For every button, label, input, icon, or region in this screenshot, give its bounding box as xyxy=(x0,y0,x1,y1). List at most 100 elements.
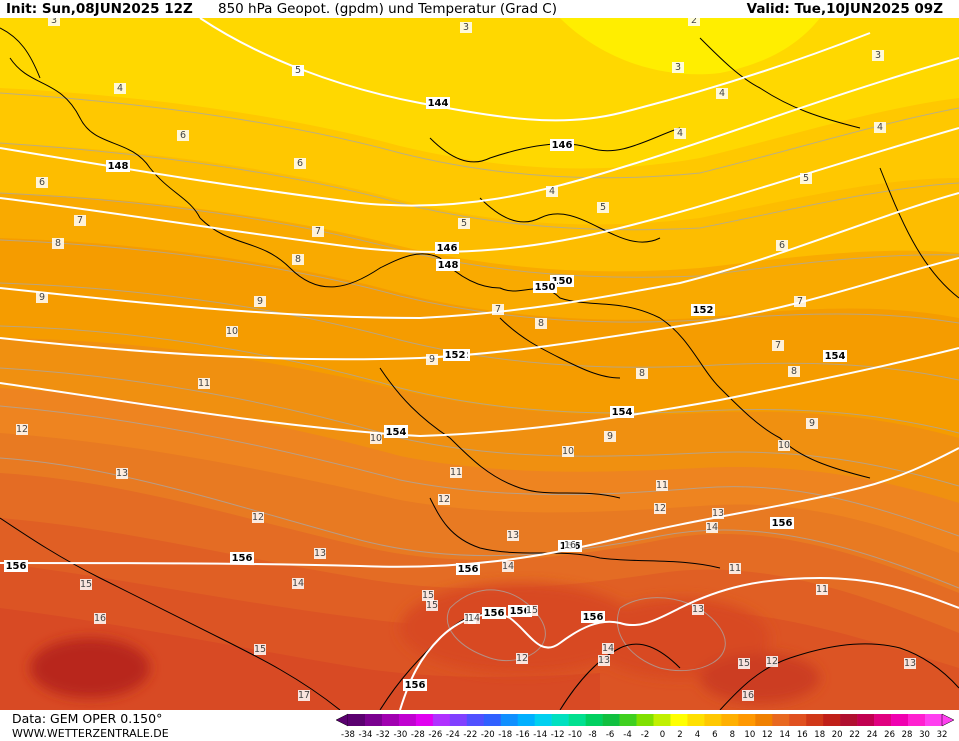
legend-swatch xyxy=(738,714,756,726)
legend-tick-label: -24 xyxy=(446,730,460,740)
legend-swatch xyxy=(483,714,502,726)
temperature-label: 6 xyxy=(779,240,785,251)
geopotential-label: 148 xyxy=(438,260,459,271)
temperature-label: 14 xyxy=(468,613,480,624)
temperature-label: 15 xyxy=(526,605,538,616)
header-bar: Init: Sun,08JUN2025 12Z 850 hPa Geopot. … xyxy=(0,0,959,18)
geopotential-label: 146 xyxy=(552,140,573,151)
legend-swatch xyxy=(415,714,434,726)
temperature-label: 11 xyxy=(450,467,462,478)
geopotential-label: 150 xyxy=(552,276,573,287)
legend-tick-label: 28 xyxy=(902,730,913,740)
legend-tick-label: 18 xyxy=(814,730,825,740)
temperature-label: 7 xyxy=(797,296,803,307)
temperature-label: 5 xyxy=(803,173,809,184)
temperature-label: 10 xyxy=(226,326,238,337)
geopotential-label: 156 xyxy=(484,608,505,619)
geopotential-label: 156 xyxy=(510,606,531,617)
legend-swatch xyxy=(636,714,654,726)
legend-tick-label: -2 xyxy=(641,730,649,740)
legend-swatch xyxy=(908,714,926,726)
temperature-label: 16 xyxy=(742,690,754,701)
footer-bar: Data: GEM OPER 0.150° WWW.WETTERZENTRALE… xyxy=(0,710,959,741)
legend-tick-label: 16 xyxy=(797,730,808,740)
temperature-label: 3 xyxy=(463,22,469,33)
legend-tick-label: 26 xyxy=(884,730,895,740)
legend-tick-label: -8 xyxy=(588,730,596,740)
temperature-label: 7 xyxy=(775,340,781,351)
temperature-label: 4 xyxy=(719,88,725,99)
legend-tick-label: -34 xyxy=(359,730,373,740)
geopotential-label: 154 xyxy=(825,351,846,362)
legend-swatch xyxy=(755,714,773,726)
legend-swatch xyxy=(619,714,637,726)
temperature-label: 7 xyxy=(315,226,321,237)
temperature-label: 12 xyxy=(252,512,264,523)
legend-tick-label: 32 xyxy=(937,730,948,740)
website-credit: WWW.WETTERZENTRALE.DE xyxy=(12,727,169,740)
temperature-label: 13 xyxy=(116,468,128,479)
temperature-label: 11 xyxy=(198,378,210,389)
legend-tick-label: -30 xyxy=(393,730,407,740)
legend-tick-label: 14 xyxy=(779,730,790,740)
temperature-label: 13 xyxy=(904,658,916,669)
init-time: Init: Sun,08JUN2025 12Z xyxy=(6,1,193,17)
legend-swatch xyxy=(704,714,722,726)
temperature-label: 15 xyxy=(422,590,434,601)
temperature-label: 10 xyxy=(562,446,574,457)
legend-swatch xyxy=(381,714,400,726)
legend-tick-label: -6 xyxy=(606,730,614,740)
temperature-label: 17 xyxy=(298,690,310,701)
legend-tick-label: -12 xyxy=(551,730,565,740)
temperature-label: 7 xyxy=(77,215,83,226)
legend-swatch xyxy=(653,714,671,726)
temperature-label: 15 xyxy=(254,644,266,655)
temperature-label: 6 xyxy=(180,130,186,141)
legend-swatch xyxy=(534,714,552,726)
temperature-label: 9 xyxy=(809,418,815,429)
temperature-label: 15 xyxy=(426,600,438,611)
legend-swatch xyxy=(364,714,383,726)
temperature-label: 13 xyxy=(314,548,326,559)
temperature-label: 15 xyxy=(738,658,750,669)
temperature-label: 11 xyxy=(816,584,828,595)
legend-tick-label: -18 xyxy=(498,730,512,740)
legend-swatch xyxy=(772,714,790,726)
legend-swatch xyxy=(449,714,468,726)
temperature-label: 8 xyxy=(538,318,544,329)
temperature-label: 9 xyxy=(607,431,613,442)
data-source: Data: GEM OPER 0.150° xyxy=(12,711,163,726)
temperature-label: 14 xyxy=(292,578,304,589)
temperature-label: 9 xyxy=(257,296,263,307)
legend-swatch xyxy=(348,714,366,726)
legend-arrow-right xyxy=(941,713,955,727)
geopotential-label: 152 xyxy=(693,305,714,316)
geopotential-label: 148 xyxy=(108,161,129,172)
legend-tick-label: 22 xyxy=(849,730,860,740)
legend-tick-label: 24 xyxy=(867,730,878,740)
temperature-label: 15 xyxy=(80,579,92,590)
temperature-label: 3 xyxy=(675,62,681,73)
temperature-label: 5 xyxy=(295,65,301,76)
legend-swatch xyxy=(874,714,892,726)
temperature-label: 11 xyxy=(656,480,668,491)
temperature-label: 8 xyxy=(791,366,797,377)
temperature-legend: -38 -34 -32 -30 -28 -26 -24 -22 -20 -18 -16 -14 -12-… xyxy=(335,713,955,740)
temperature-label: 6 xyxy=(39,177,45,188)
legend-swatch xyxy=(517,714,535,726)
legend-swatch xyxy=(585,714,603,726)
legend-swatch xyxy=(602,714,620,726)
temperature-label: 4 xyxy=(877,122,883,133)
legend-tick-label: -20 xyxy=(481,730,495,740)
legend-tick-label: 30 xyxy=(919,730,930,740)
legend-tick-label: -4 xyxy=(623,730,631,740)
legend-tick-label: -26 xyxy=(428,730,442,740)
temperature-label: 4 xyxy=(677,128,683,139)
legend-arrow-left xyxy=(335,713,349,727)
geopotential-labels: 1441461461481481501501521521521541541541… xyxy=(4,97,847,691)
temperature-label: 3 xyxy=(51,18,57,26)
valid-time: Valid: Tue,10JUN2025 09Z xyxy=(746,1,943,17)
temperature-label: 8 xyxy=(639,368,645,379)
temperature-label: 9 xyxy=(39,292,45,303)
